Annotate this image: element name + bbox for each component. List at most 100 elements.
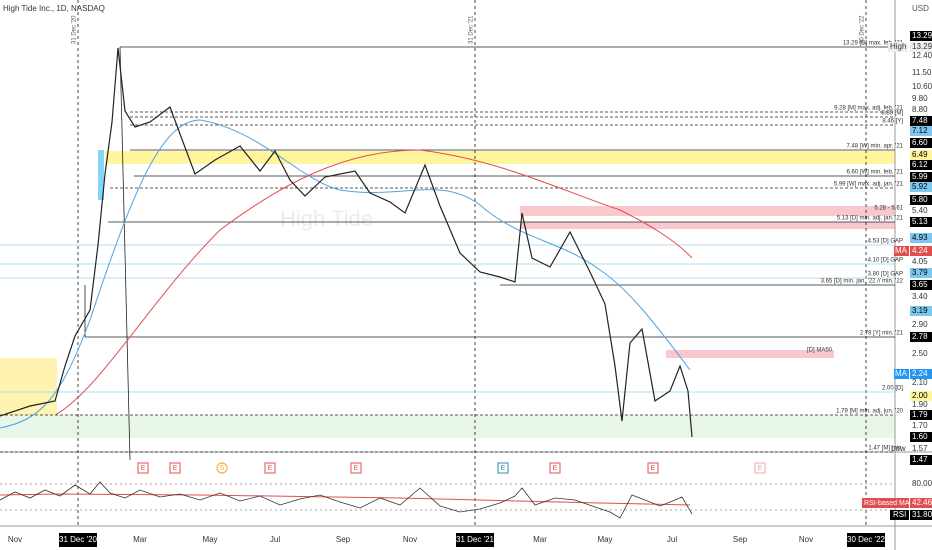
price-label: 2.90 <box>912 320 928 329</box>
price-label: 2.24 <box>912 369 928 378</box>
event-label: E <box>553 465 558 472</box>
price-label: 2.00 <box>912 391 928 400</box>
price-label: 1.79 <box>912 410 928 419</box>
rsi-name: RSI <box>893 510 906 519</box>
tag <box>910 42 932 52</box>
level-annotation: 1.79 [M] min. adj. jun. '20 <box>836 409 904 415</box>
level-line <box>119 46 131 461</box>
time-label: May <box>597 535 612 544</box>
level-annotation: 5.99 [W] max. adj. jan. '21 <box>834 182 904 188</box>
event-icon <box>549 462 561 474</box>
level-annotation: 4.10 [D] GAP <box>868 258 903 264</box>
event-icon <box>350 462 362 474</box>
price-tag <box>910 150 932 160</box>
ma-tag: MA <box>895 246 908 255</box>
price-label: 1.60 <box>912 432 928 441</box>
tag <box>894 246 909 256</box>
level-annotation: 8.83 [M] <box>881 111 903 117</box>
event-label: S <box>220 465 225 472</box>
price-label: 2.78 <box>912 332 928 341</box>
event-label: E <box>141 465 146 472</box>
price-tag <box>910 391 932 401</box>
vertical-date: 30 Dec '22 <box>860 15 866 44</box>
price-tag <box>910 455 932 465</box>
time-label: 31 Dec '21 <box>456 535 495 544</box>
level-annotation: [D] MA50 <box>807 348 833 354</box>
rsi-ma-name: RSI-based MA <box>864 500 910 507</box>
price-label: 9.80 <box>912 94 928 103</box>
vertical-date: 31 Dec '21 <box>469 15 475 44</box>
price-tag <box>910 182 932 192</box>
event-icon <box>137 462 149 474</box>
price-label: 2.10 <box>912 378 928 387</box>
price-tag <box>910 160 932 170</box>
price-label: 3.65 <box>912 280 928 289</box>
zone <box>98 150 104 200</box>
price-label: 8.80 <box>912 105 928 114</box>
price-tag <box>910 172 932 182</box>
price-label: 6.60 <box>912 138 928 147</box>
price-tag <box>910 233 932 243</box>
ma-tag: MA <box>895 369 908 378</box>
tag <box>888 42 908 52</box>
tag <box>890 510 909 520</box>
event-label: E <box>758 465 763 472</box>
price-tag <box>910 246 932 256</box>
zone <box>666 350 834 358</box>
level-annotation: 2.78 [Y] min. '21 <box>860 331 904 337</box>
ma-line <box>0 119 691 429</box>
price-tag <box>910 116 932 126</box>
price-label: 4.24 <box>912 246 928 255</box>
event-icon <box>216 462 228 474</box>
event-label: E <box>173 465 178 472</box>
price-tag <box>910 306 932 316</box>
date-tag <box>847 533 885 547</box>
price-tag <box>910 138 932 148</box>
price-label: 5.13 <box>912 217 928 226</box>
price-label: 3.40 <box>912 292 928 301</box>
price-label: 5.40 <box>912 206 928 215</box>
price-tag <box>910 195 932 205</box>
chart-title: High Tide Inc., 1D, NASDAQ <box>3 4 105 13</box>
price-label: 1.57 <box>912 444 928 453</box>
price-label: 3.79 <box>912 268 928 277</box>
price-label: 2.50 <box>912 349 928 358</box>
price-label: 7.48 <box>912 116 928 125</box>
price-label: 11.50 <box>912 68 932 77</box>
time-label: Sep <box>733 535 748 544</box>
event-icon <box>497 462 509 474</box>
tag <box>910 498 932 508</box>
level-annotation: 2.00 [D] <box>882 386 903 392</box>
zone <box>520 222 895 229</box>
level-annotation: 3.65 [D] min. jan. '22 // min. '22 <box>821 279 904 285</box>
price-tag <box>910 217 932 227</box>
time-label: Nov <box>799 535 813 544</box>
level-annotation: 13.29 [D] max. feb. '21 <box>843 41 904 47</box>
price-label: 5.99 <box>912 172 928 181</box>
time-label: 31 Dec '20 <box>59 535 98 544</box>
time-label: Nov <box>8 535 22 544</box>
price-tag <box>910 332 932 342</box>
high-tag: High <box>890 42 906 51</box>
time-label: Jul <box>667 535 677 544</box>
price-tag <box>910 280 932 290</box>
watermark: High Tide <box>280 206 373 231</box>
level-annotation: 3.80 [D] GAP <box>868 272 903 278</box>
price-label: 4.93 <box>912 233 928 242</box>
rsi-value: 31.80 <box>912 510 932 519</box>
event-label: E <box>501 465 506 472</box>
price-line <box>0 47 693 438</box>
event-label: E <box>651 465 656 472</box>
rsi-ma <box>0 493 691 506</box>
price-label: 6.12 <box>912 160 928 169</box>
price-label: 3.19 <box>912 306 928 315</box>
event-label: E <box>354 465 359 472</box>
ma-line <box>54 149 693 416</box>
event-icon <box>647 462 659 474</box>
price-label: 12.40 <box>912 51 932 60</box>
price-tag <box>910 268 932 278</box>
time-label: 30 Dec '22 <box>847 535 886 544</box>
price-tag <box>910 369 932 379</box>
